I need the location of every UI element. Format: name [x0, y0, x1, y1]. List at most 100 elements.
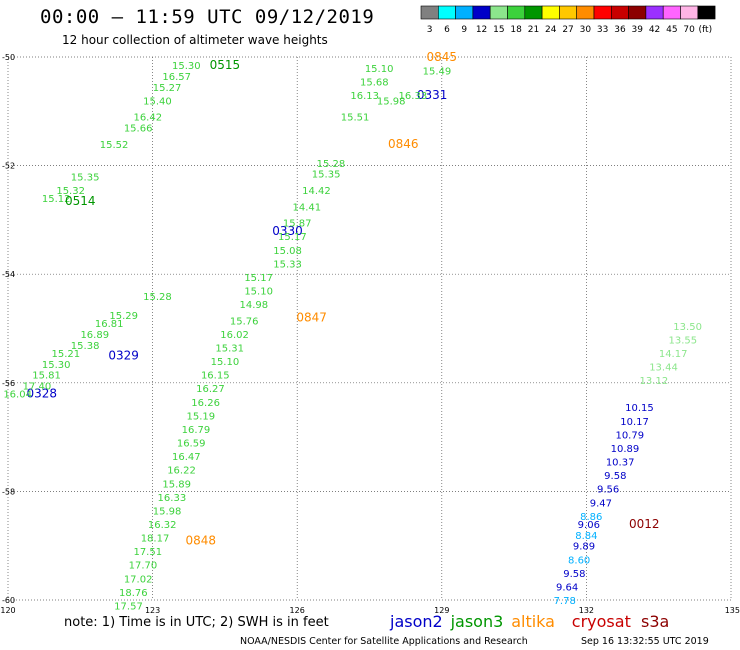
x-tick-label: 132 — [579, 606, 594, 615]
swh-value: 15.17 — [244, 273, 273, 284]
swh-value: 9.47 — [590, 498, 612, 509]
legend-swatch — [610, 5, 629, 20]
track-time-label: 0331 — [417, 88, 448, 102]
swh-value: 15.19 — [186, 411, 215, 422]
legend-swatch — [680, 5, 699, 20]
swh-value: 16.79 — [182, 425, 211, 436]
footer-credit: NOAA/NESDIS Center for Satellite Applica… — [240, 636, 528, 647]
legend-swatch — [507, 5, 526, 20]
swh-value: 13.12 — [640, 376, 669, 387]
swh-value: 15.51 — [341, 113, 370, 124]
swh-value: 15.08 — [273, 246, 302, 257]
swh-value: 15.89 — [162, 479, 191, 490]
swh-value: 15.98 — [153, 506, 182, 517]
swh-value: 10.89 — [611, 444, 640, 455]
swh-value: 15.10 — [211, 357, 240, 368]
legend-label: 3 — [427, 25, 433, 35]
swh-value: 15.98 — [377, 96, 406, 107]
swh-value: 15.30 — [172, 61, 201, 72]
legend-swatch — [697, 5, 716, 20]
legend-label: 39 — [632, 25, 644, 35]
swh-value: 15.35 — [71, 172, 100, 183]
swh-value: 16.81 — [95, 319, 124, 330]
swh-value: 14.41 — [293, 202, 322, 213]
swh-value: 15.38 — [71, 341, 100, 352]
swh-value: 13.55 — [668, 335, 697, 346]
chart-subtitle: 12 hour collection of altimeter wave hei… — [62, 33, 328, 47]
swh-value: 15.31 — [215, 344, 244, 355]
track-time-label: 0515 — [210, 58, 241, 72]
satellite-legend-altika: altika — [511, 612, 555, 631]
legend-swatch — [593, 5, 612, 20]
swh-value: 13.44 — [649, 363, 678, 374]
legend-label: 12 — [476, 25, 487, 35]
color-legend: 3 6 9 12 15 18 21 24 27 30 33 36 39 42 45 70 (ft) — [420, 5, 716, 35]
track-time-label: 0329 — [108, 349, 139, 363]
swh-value: 14.42 — [302, 186, 331, 197]
swh-value: 15.49 — [423, 67, 452, 78]
legend-swatch — [437, 5, 456, 20]
legend-swatch — [628, 5, 647, 20]
legend-swatch — [420, 5, 439, 20]
swh-value: 16.89 — [80, 330, 109, 341]
legend-swatch — [455, 5, 474, 20]
swh-value: 17.51 — [133, 547, 162, 558]
track-time-label: 0328 — [26, 387, 57, 401]
legend-swatch — [576, 5, 595, 20]
swh-value: 16.13 — [350, 91, 379, 102]
swh-value: 15.27 — [153, 83, 182, 94]
swh-value: 16.04 — [3, 390, 32, 401]
y-tick-label: -52 — [2, 162, 15, 171]
swh-value: 15.66 — [124, 124, 153, 135]
legend-label: 18 — [510, 25, 522, 35]
swh-value: 10.15 — [625, 403, 654, 414]
swh-value: 15.10 — [244, 286, 273, 297]
legend-label: 70 — [683, 25, 695, 35]
gridlines — [8, 57, 731, 600]
x-tick-label: 129 — [434, 606, 449, 615]
legend-label: 36 — [614, 25, 626, 35]
swh-value: 8.84 — [575, 531, 597, 542]
swh-value: 15.33 — [273, 259, 302, 270]
legend-label: 6 — [444, 25, 450, 35]
swh-value: 17.57 — [114, 601, 143, 612]
swh-value: 18.76 — [119, 588, 148, 599]
swh-value: 14.98 — [239, 300, 268, 311]
x-tick-label: 123 — [145, 606, 160, 615]
legend-label: 24 — [545, 25, 557, 35]
legend-label: 42 — [649, 25, 660, 35]
swh-value: 15.68 — [360, 77, 389, 88]
swh-value: 15.30 — [42, 360, 71, 371]
swh-value: 9.06 — [578, 520, 600, 531]
track-time-label: 0847 — [296, 311, 327, 325]
y-tick-label: -60 — [2, 596, 15, 605]
swh-value: 15.28 — [317, 159, 346, 170]
satellite-legend-s3a: s3a — [641, 612, 669, 631]
track-time-label: 0012 — [629, 517, 660, 531]
swh-value: 15.81 — [32, 371, 61, 382]
legend-unit: (ft) — [699, 25, 713, 35]
swh-value: 15.21 — [52, 349, 81, 360]
legend-swatch — [489, 5, 508, 20]
swh-value: 15.76 — [230, 316, 259, 327]
y-tick-label: -50 — [2, 53, 15, 62]
track-time-label: 0845 — [427, 50, 458, 64]
swh-value: 10.79 — [615, 430, 644, 441]
swh-value: 16.33 — [158, 493, 187, 504]
footer-note: note: 1) Time is in UTC; 2) SWH is in fe… — [64, 615, 329, 630]
swh-value: 10.37 — [606, 458, 635, 469]
y-tick-label: -58 — [2, 487, 15, 496]
legend-swatch — [662, 5, 681, 20]
swh-value: 15.40 — [143, 96, 172, 107]
swh-value: 9.58 — [604, 471, 626, 482]
swh-value: 15.35 — [312, 170, 341, 181]
legend-swatch — [541, 5, 560, 20]
y-tick-label: -56 — [2, 379, 15, 388]
swh-value: 9.56 — [597, 485, 619, 496]
legend-label: 27 — [562, 25, 573, 35]
swh-value: 7.78 — [554, 596, 576, 607]
swh-value: 16.22 — [167, 466, 196, 477]
swh-value: 16.59 — [177, 439, 206, 450]
satellite-legend-cryosat: cryosat — [572, 612, 631, 631]
